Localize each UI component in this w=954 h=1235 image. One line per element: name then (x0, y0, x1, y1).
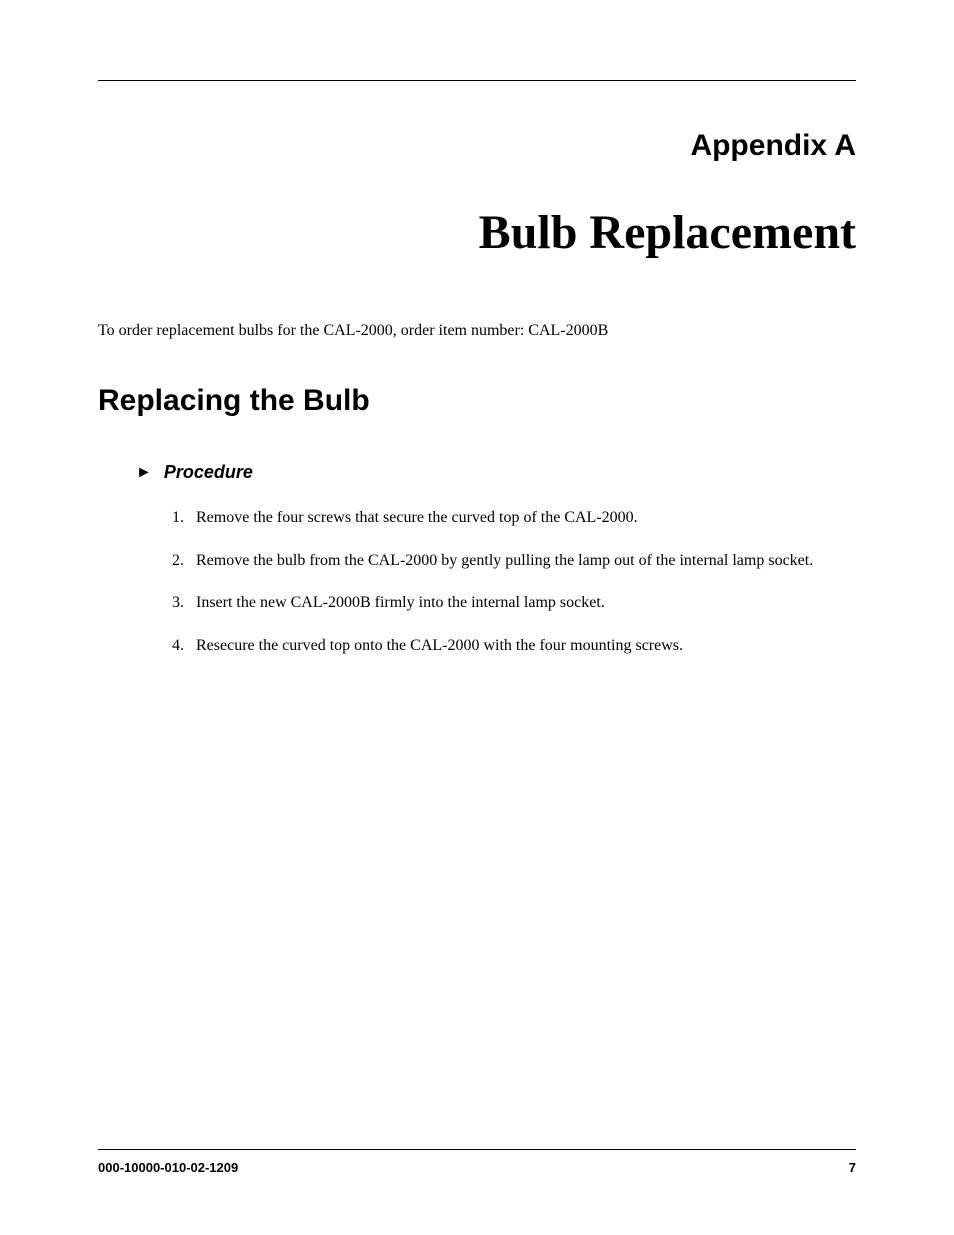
step-text: Resecure the curved top onto the CAL-200… (196, 635, 683, 657)
procedure-heading: ► Procedure (136, 462, 856, 483)
procedure-arrow-icon: ► (136, 465, 152, 481)
appendix-label: Appendix A (98, 129, 856, 163)
footer-page-number: 7 (849, 1160, 856, 1175)
footer-row: 000-10000-010-02-1209 7 (98, 1160, 856, 1175)
step-number: 2. (166, 550, 184, 572)
footer-doc-number: 000-10000-010-02-1209 (98, 1160, 238, 1175)
procedure-label: Procedure (164, 462, 253, 483)
header-rule (98, 80, 856, 81)
step-item: 4. Resecure the curved top onto the CAL-… (166, 635, 836, 657)
section-heading: Replacing the Bulb (98, 384, 856, 418)
step-item: 3. Insert the new CAL-2000B firmly into … (166, 592, 836, 614)
step-number: 3. (166, 592, 184, 614)
step-text: Insert the new CAL-2000B firmly into the… (196, 592, 605, 614)
page-footer: 000-10000-010-02-1209 7 (98, 1149, 856, 1175)
step-item: 1. Remove the four screws that secure th… (166, 507, 836, 529)
step-item: 2. Remove the bulb from the CAL-2000 by … (166, 550, 836, 572)
step-number: 1. (166, 507, 184, 529)
step-text: Remove the four screws that secure the c… (196, 507, 638, 529)
step-text: Remove the bulb from the CAL-2000 by gen… (196, 550, 813, 572)
footer-rule (98, 1149, 856, 1150)
chapter-title: Bulb Replacement (98, 205, 856, 260)
document-page: Appendix A Bulb Replacement To order rep… (0, 0, 954, 1235)
intro-paragraph: To order replacement bulbs for the CAL-2… (98, 320, 856, 342)
step-number: 4. (166, 635, 184, 657)
procedure-steps: 1. Remove the four screws that secure th… (166, 507, 836, 677)
